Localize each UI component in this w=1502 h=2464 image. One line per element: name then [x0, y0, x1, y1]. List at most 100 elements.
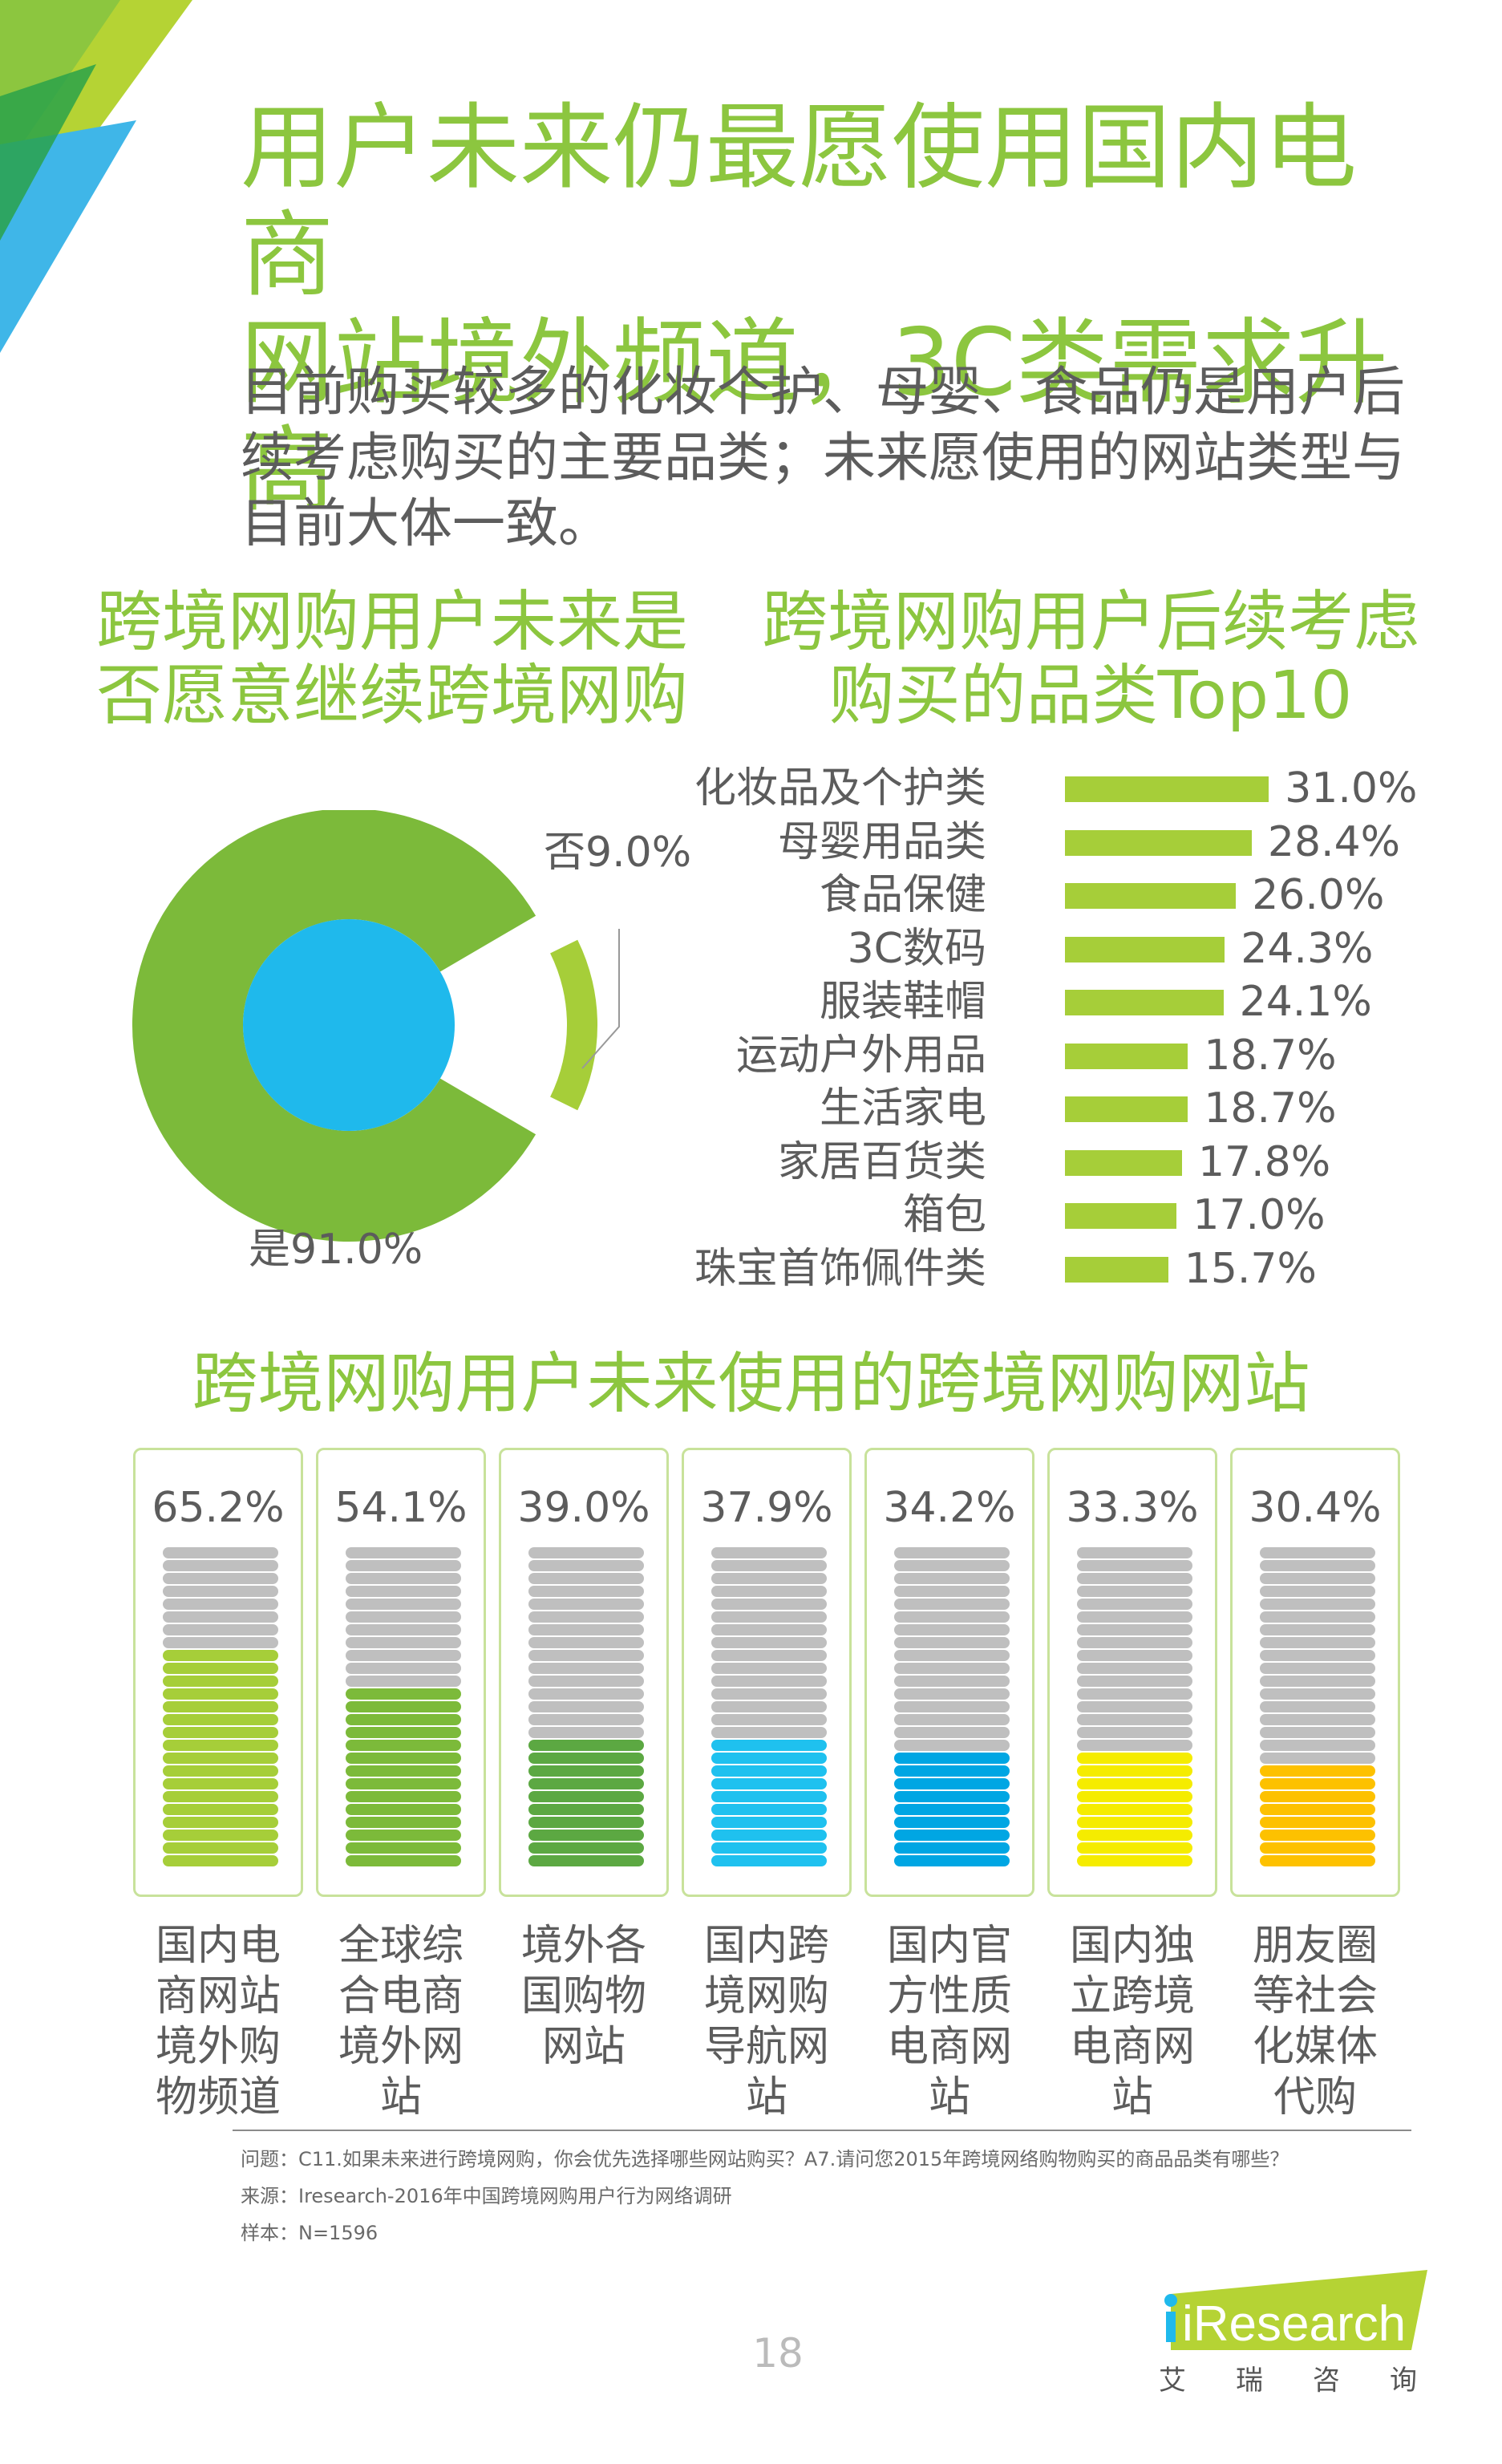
- site-column-filled-segment: [346, 1714, 461, 1725]
- bar-category-label: 化妆品及个护类: [694, 764, 986, 813]
- site-column-empty-segment: [711, 1663, 827, 1674]
- site-column-filled-segment: [163, 1830, 278, 1841]
- site-category-label-line: 站: [1111, 2073, 1153, 2122]
- site-category-label-line: 立跨境: [1069, 1972, 1195, 2020]
- site-column-filled-segment: [346, 1842, 461, 1854]
- site-column-empty-segment: [711, 1727, 827, 1738]
- site-category-label-line: 国内独: [1069, 1922, 1195, 1970]
- site-column-filled-segment: [1077, 1830, 1192, 1841]
- site-column-empty-segment: [1077, 1740, 1192, 1751]
- site-column-filled-segment: [346, 1817, 461, 1828]
- footer-source: 来源：Iresearch-2016年中国跨境网购用户行为网络调研: [241, 2185, 732, 2207]
- site-column-filled-segment: [1077, 1778, 1192, 1789]
- site-category-label: 国内官 方性质 电商网站: [864, 1921, 1034, 2123]
- site-column-filled-segment: [1260, 1804, 1375, 1815]
- site-category-label-line: 商网站: [155, 1972, 281, 2020]
- site-column-filled-segment: [346, 1765, 461, 1777]
- pie-section-title: 跨境网购用户未来是 否愿意继续跨境网购: [96, 586, 722, 733]
- site-column-filled-segment: [163, 1842, 278, 1854]
- intro-line-3: 目前大体一致。: [241, 492, 611, 554]
- site-category-label: 国内跨 境网购 导航网站: [682, 1921, 852, 2123]
- site-column-empty-segment: [894, 1624, 1010, 1635]
- bar: [1065, 1256, 1168, 1283]
- site-column-filled-segment: [528, 1817, 644, 1828]
- site-column-filled-segment: [163, 1676, 278, 1687]
- site-column-empty-segment: [711, 1560, 827, 1571]
- pie-slice-no: [550, 939, 598, 1111]
- site-column-filled-segment: [528, 1842, 644, 1854]
- site-column-empty-segment: [528, 1586, 644, 1597]
- site-category-label-line: 境外购: [155, 2023, 281, 2071]
- site-column-empty-segment: [894, 1586, 1010, 1597]
- site-column-empty-segment: [894, 1727, 1010, 1738]
- site-column-empty-segment: [528, 1701, 644, 1712]
- site-column-empty-segment: [711, 1676, 827, 1687]
- site-category-label-line: 国内跨: [703, 1922, 829, 1970]
- site-column-filled-segment: [711, 1842, 827, 1854]
- iresearch-logo: iResearch: [1164, 2270, 1427, 2352]
- site-column-empty-segment: [1077, 1624, 1192, 1635]
- site-category-label-line: 站: [928, 2073, 970, 2122]
- site-category-label-line: 境网购: [703, 1972, 829, 2020]
- site-category-label: 境外各 国购物 网站: [499, 1921, 669, 2073]
- bar-category-label: 母婴用品类: [777, 817, 986, 866]
- site-column-empty-segment: [711, 1650, 827, 1661]
- site-column-empty-segment: [711, 1714, 827, 1725]
- site-column-empty-segment: [1077, 1650, 1192, 1661]
- pie-label-yes: 是91.0%: [249, 1226, 423, 1274]
- pie-slice-yes: [132, 810, 536, 1242]
- bar-row: 运动户外用品 18.7%: [706, 1029, 1476, 1082]
- bar-row: 食品保健 26.0%: [706, 869, 1476, 922]
- page-title-line-1: 用户未来仍最愿使用国内电商: [241, 94, 1357, 310]
- bar: [1065, 883, 1237, 909]
- site-category-label: 全球综 合电商 境外网站: [316, 1921, 486, 2123]
- site-column-empty-segment: [894, 1688, 1010, 1700]
- site-column-empty-segment: [1077, 1560, 1192, 1571]
- site-column-filled-segment: [346, 1740, 461, 1751]
- site-column-empty-segment: [163, 1560, 278, 1571]
- site-column-empty-segment: [711, 1688, 827, 1700]
- top10-bar-chart: 化妆品及个护类 31.0% 母婴用品类 28.4% 食品保健 26.0% 3C数码 24.3%…: [694, 762, 1476, 1307]
- logo-wordmark: iResearch: [1182, 2296, 1406, 2352]
- site-card: 37.9%: [682, 1448, 852, 1897]
- site-category-label-line: 国内官: [886, 1922, 1012, 1970]
- site-column-filled-segment: [711, 1830, 827, 1841]
- site-column-empty-segment: [1260, 1714, 1375, 1725]
- site-column-empty-segment: [163, 1599, 278, 1610]
- site-column-empty-segment: [163, 1637, 278, 1648]
- site-column-filled-segment: [711, 1804, 827, 1815]
- site-column-filled-segment: [894, 1804, 1010, 1815]
- site-column-filled-segment: [894, 1753, 1010, 1764]
- bar-value-label: 17.8%: [1197, 1137, 1331, 1186]
- site-column-empty-segment: [1077, 1688, 1192, 1700]
- site-category-label-line: 全球综: [338, 1922, 464, 1970]
- site-column-empty-segment: [711, 1586, 827, 1597]
- page-number: 18: [752, 2330, 804, 2377]
- site-category-label-line: 方性质: [886, 1972, 1012, 2020]
- site-value-label: 30.4%: [1249, 1484, 1382, 1532]
- site-value-label: 34.2%: [883, 1484, 1016, 1532]
- sites-section-title: 跨境网购用户未来使用的跨境网购网站: [192, 1346, 1310, 1422]
- site-column-empty-segment: [711, 1611, 827, 1623]
- site-category-label: 朋友圈 等社会 化媒体 代购: [1230, 1921, 1400, 2123]
- bar-category-label: 箱包: [902, 1191, 986, 1239]
- site-category-label-line: 合电商: [338, 1972, 464, 2020]
- site-category-label-line: 境外各: [520, 1922, 646, 1970]
- site-column-filled-segment: [1077, 1791, 1192, 1802]
- site-column-empty-segment: [711, 1701, 827, 1712]
- site-column-empty-segment: [163, 1573, 278, 1584]
- site-column-empty-segment: [163, 1611, 278, 1623]
- site-category-label-line: 网站: [541, 2023, 625, 2071]
- site-column-filled-segment: [1260, 1778, 1375, 1789]
- bar: [1065, 936, 1225, 962]
- site-column-filled-segment: [711, 1855, 827, 1866]
- site-column-filled-segment: [163, 1753, 278, 1764]
- site-card: 34.2%: [864, 1448, 1034, 1897]
- site-column-filled-segment: [1260, 1855, 1375, 1866]
- site-column-empty-segment: [528, 1714, 644, 1725]
- brand-chinese-name: 艾瑞咨询: [1159, 2365, 1467, 2397]
- site-column-empty-segment: [1077, 1701, 1192, 1712]
- bar-category-label: 3C数码: [847, 924, 986, 973]
- site-column-filled-segment: [894, 1817, 1010, 1828]
- site-column-filled-segment: [163, 1727, 278, 1738]
